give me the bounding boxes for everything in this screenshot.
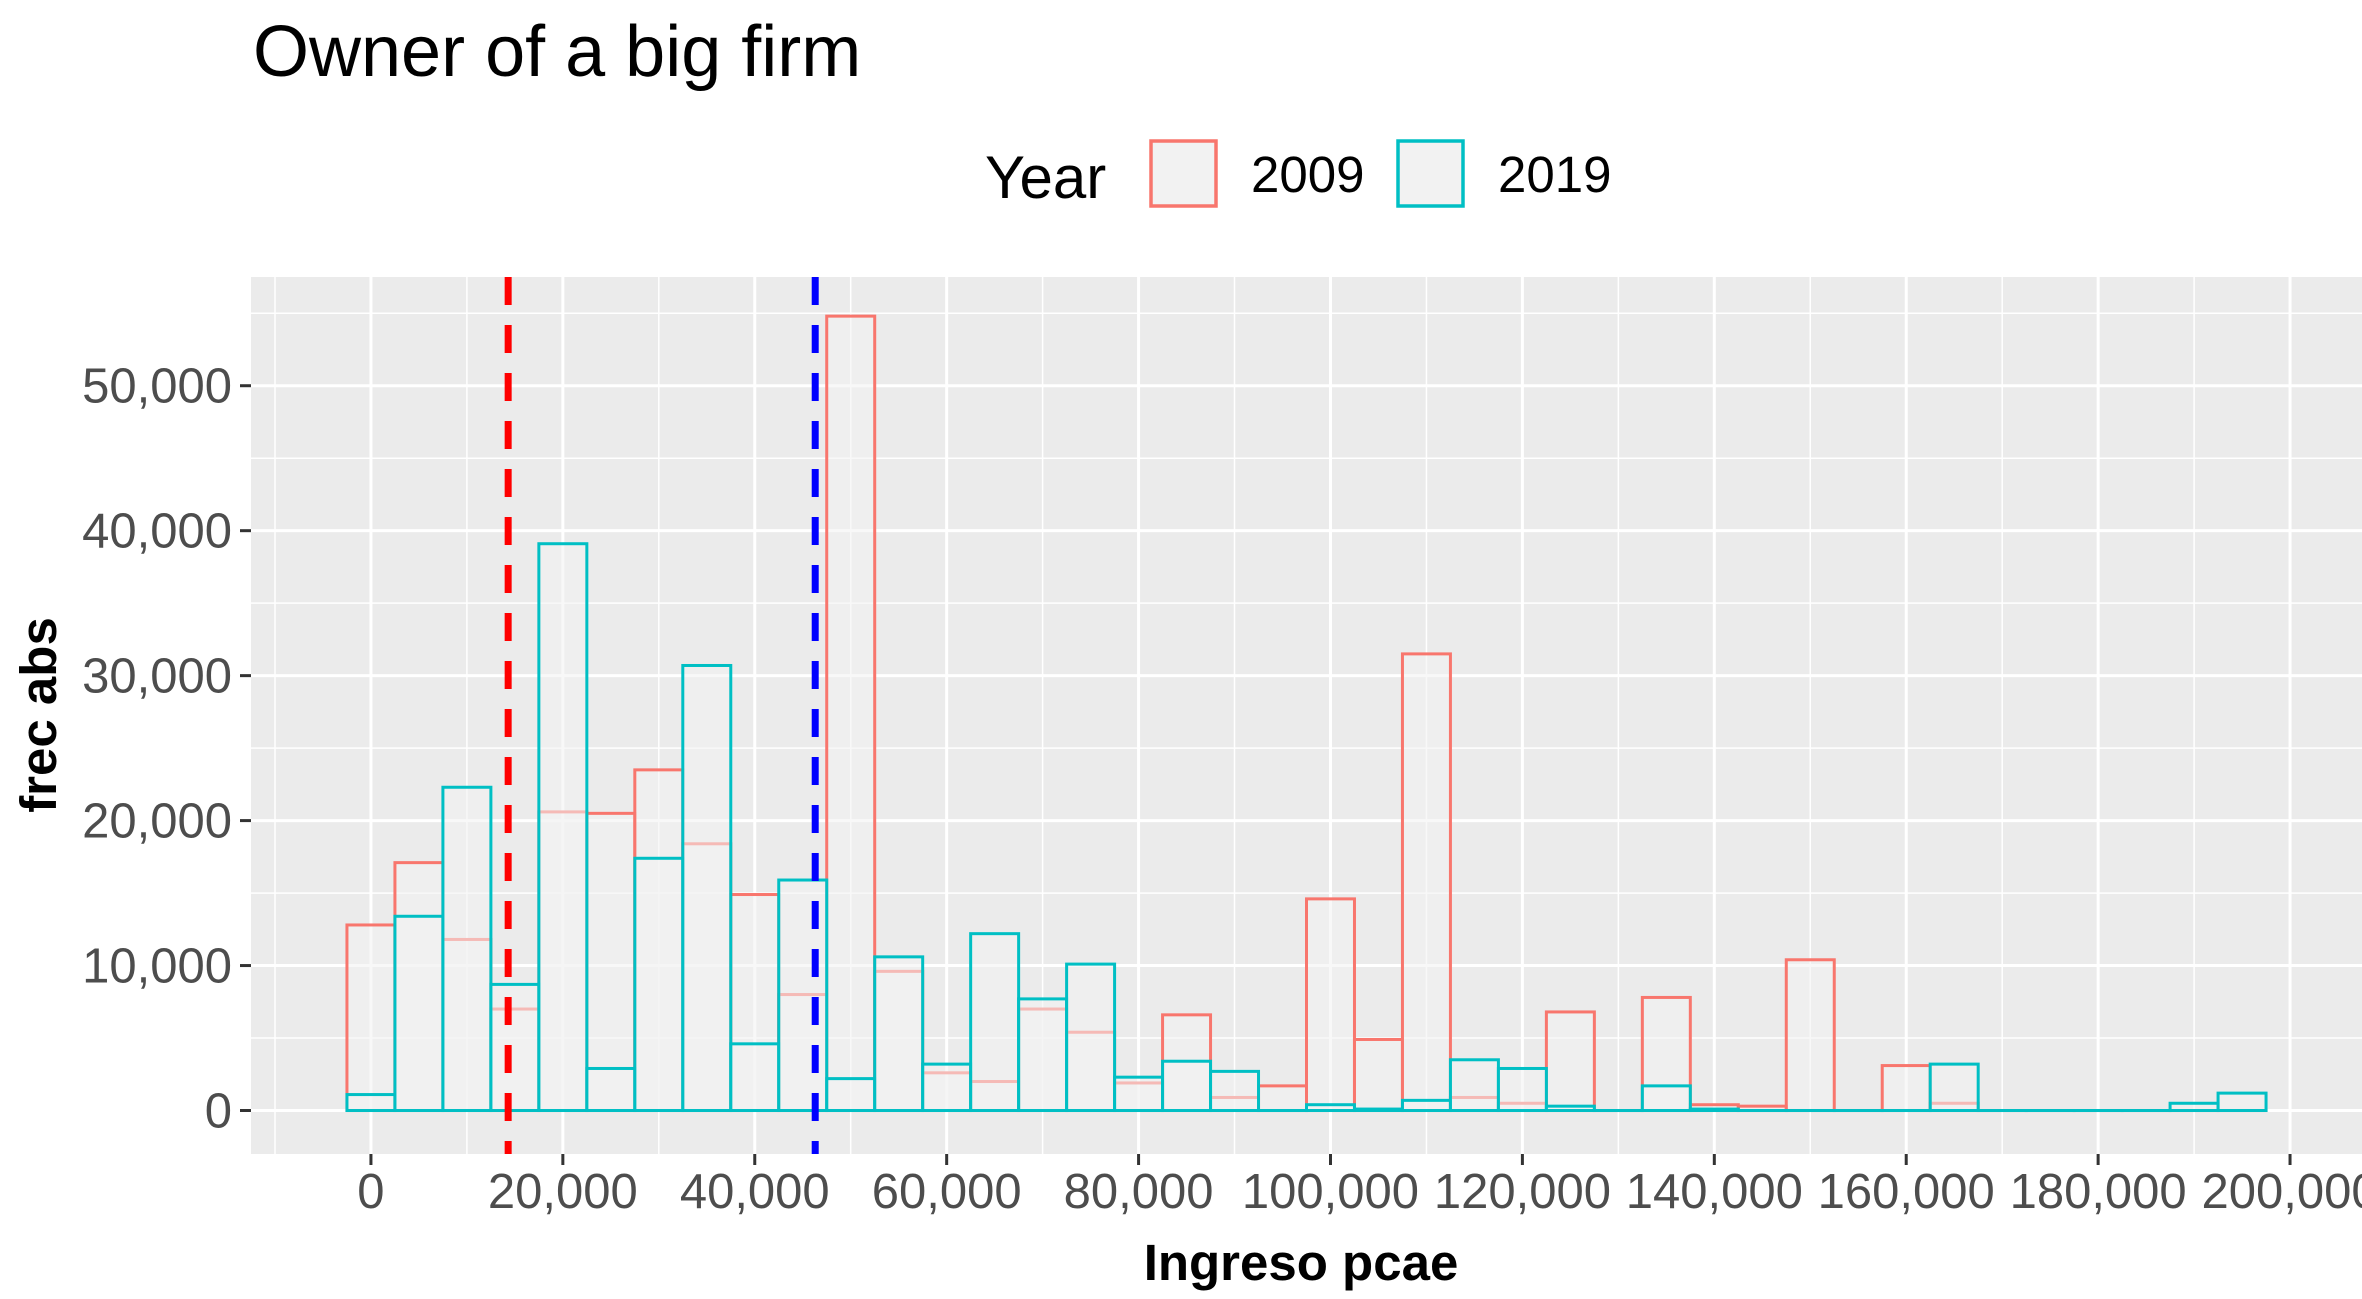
bar-2019: [585, 1066, 637, 1113]
bar-2019: [777, 878, 829, 1113]
x-tick-label: 80,000: [1064, 1165, 1214, 1219]
bar-2019: [1496, 1066, 1548, 1113]
y-tick-label: 10,000: [82, 940, 232, 994]
legend-label-2009: 2009: [1251, 146, 1364, 203]
y-axis-title: frec abs: [10, 617, 67, 813]
bar-2019: [1544, 1104, 1596, 1113]
bar-2019: [729, 1042, 781, 1113]
bar-2009: [1544, 1010, 1596, 1113]
bar-2009: [825, 314, 877, 1113]
x-tick-label: 140,000: [1626, 1165, 1803, 1219]
bar-2019: [1017, 997, 1069, 1113]
legend: Year 2009 2019: [985, 139, 1611, 211]
series-2019: [345, 542, 2268, 1113]
bar-2019: [2216, 1091, 2268, 1113]
bar-2019: [1113, 1075, 1165, 1113]
bar-2019: [1209, 1069, 1261, 1113]
legend-label-2019: 2019: [1498, 146, 1611, 203]
x-tick-label: 160,000: [1818, 1165, 1995, 1219]
bar-2019: [1640, 1084, 1692, 1113]
legend-key-2009: [1149, 139, 1218, 208]
bar-2019: [873, 955, 925, 1113]
bar-2019: [633, 856, 685, 1113]
bar-2009: [1784, 958, 1836, 1113]
bar-2019: [1928, 1062, 1980, 1113]
bar-2019: [1161, 1059, 1213, 1113]
bar-2009: [1880, 1064, 1932, 1113]
bar-2009: [1305, 897, 1356, 1113]
bar-2019: [1400, 1098, 1452, 1113]
chart-title: Owner of a big firm: [253, 12, 861, 92]
legend-key-2019: [1396, 139, 1465, 208]
bar-2009: [1400, 652, 1452, 1113]
y-tick-label: 40,000: [82, 505, 232, 559]
bar-2009: [345, 923, 397, 1113]
legend-title: Year: [985, 144, 1106, 211]
bar-2019: [537, 542, 589, 1113]
bar-2019: [441, 785, 493, 1113]
bar-2019: [345, 1093, 397, 1113]
bar-2019: [1448, 1058, 1500, 1113]
y-tick-label: 50,000: [82, 360, 232, 414]
bar-2019: [489, 982, 541, 1113]
bar-2019: [825, 1077, 877, 1113]
x-tick-label: 100,000: [1242, 1165, 1419, 1219]
x-tick-label: 180,000: [2010, 1165, 2187, 1219]
bar-2019: [969, 932, 1021, 1113]
bar-2009: [1352, 1037, 1404, 1113]
bar-2019: [1352, 1107, 1404, 1113]
bar-2019: [2168, 1101, 2220, 1113]
bar-2019: [921, 1062, 973, 1113]
bar-2019: [393, 914, 445, 1113]
x-tick-label: 120,000: [1434, 1165, 1611, 1219]
bar-2019: [681, 663, 733, 1113]
bar-2019: [1688, 1107, 1740, 1113]
x-tick-label: 200,000: [2201, 1165, 2362, 1219]
x-tick-label: 0: [357, 1165, 384, 1219]
x-axis-title: Ingreso pcae: [1144, 1234, 1459, 1291]
y-tick-label: 0: [205, 1085, 232, 1139]
x-tick-label: 40,000: [680, 1165, 830, 1219]
x-tick-label: 60,000: [872, 1165, 1022, 1219]
bar-2019: [1305, 1103, 1356, 1113]
x-tick-label: 20,000: [488, 1165, 638, 1219]
y-tick-label: 20,000: [82, 795, 232, 849]
axis-ticks: 0 20,000 40,000 60,000 80,000 100,000 120,000 1…: [82, 360, 2362, 1219]
bar-2009: [585, 811, 637, 1113]
y-tick-label: 30,000: [82, 650, 232, 704]
bar-2009: [1257, 1084, 1308, 1113]
bar-2019: [1065, 962, 1117, 1113]
